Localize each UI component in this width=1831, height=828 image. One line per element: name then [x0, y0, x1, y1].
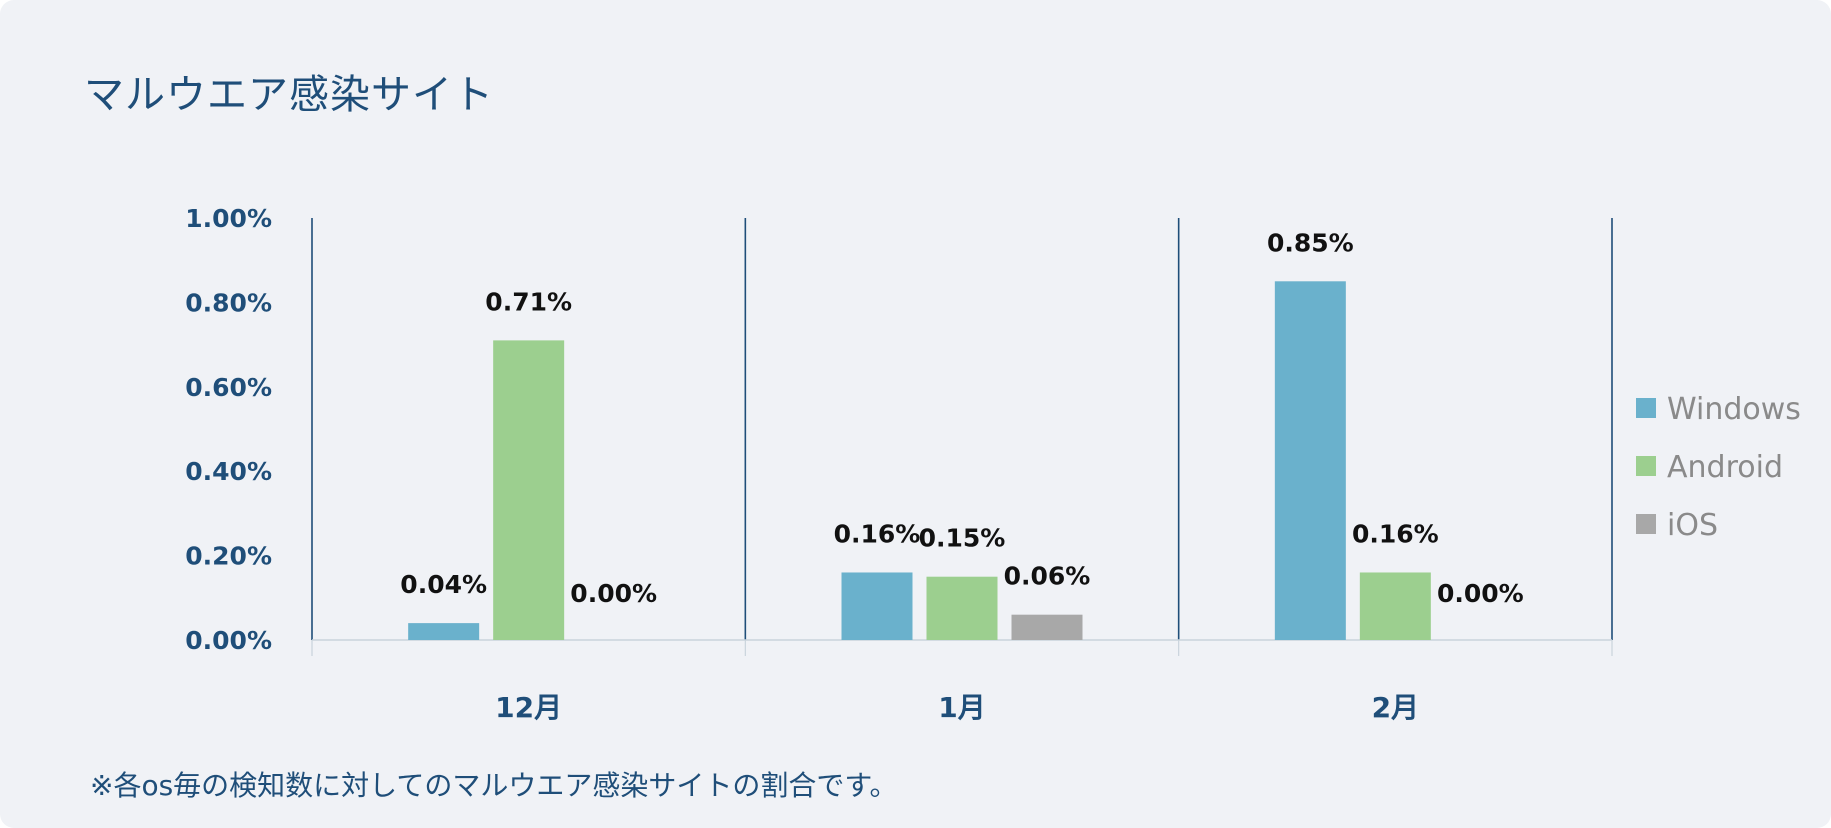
x-category-label: 1月 — [938, 691, 985, 724]
x-category-label: 2月 — [1372, 691, 1419, 724]
legend-swatch-android — [1636, 456, 1656, 476]
x-category-label: 12月 — [495, 691, 562, 724]
bar-ios — [1011, 614, 1083, 640]
data-label: 0.15% — [919, 524, 1006, 553]
legend-label-android: Android — [1667, 450, 1783, 485]
y-tick-label: 0.40% — [185, 457, 272, 486]
legend-label-ios: iOS — [1667, 508, 1718, 543]
data-label: 0.06% — [1004, 562, 1091, 591]
chart-title: マルウエア感染サイト — [84, 72, 494, 118]
bar-android — [1359, 572, 1431, 640]
y-tick-label: 1.00% — [185, 204, 272, 233]
legend-swatch-ios — [1636, 514, 1656, 534]
legend-label-windows: Windows — [1667, 392, 1801, 427]
legend-swatch-windows — [1636, 398, 1656, 418]
y-tick-label: 0.60% — [185, 373, 272, 402]
bar-android — [926, 576, 998, 640]
data-label: 0.04% — [400, 570, 487, 599]
data-label: 0.16% — [834, 519, 921, 548]
bar-windows — [841, 572, 913, 640]
data-label: 0.71% — [485, 287, 572, 316]
data-label: 0.16% — [1352, 519, 1439, 548]
y-tick-label: 0.80% — [185, 288, 272, 317]
data-label: 0.00% — [1437, 579, 1524, 608]
chart-footnote: ※各os毎の検知数に対してのマルウエア感染サイトの割合です。 — [90, 769, 898, 802]
data-label: 0.00% — [570, 579, 657, 608]
data-label: 0.85% — [1267, 228, 1354, 257]
y-tick-label: 0.00% — [185, 626, 272, 655]
bar-windows — [1274, 281, 1346, 640]
bar-android — [493, 340, 565, 640]
bar-windows — [408, 623, 480, 640]
y-tick-label: 0.20% — [185, 542, 272, 571]
